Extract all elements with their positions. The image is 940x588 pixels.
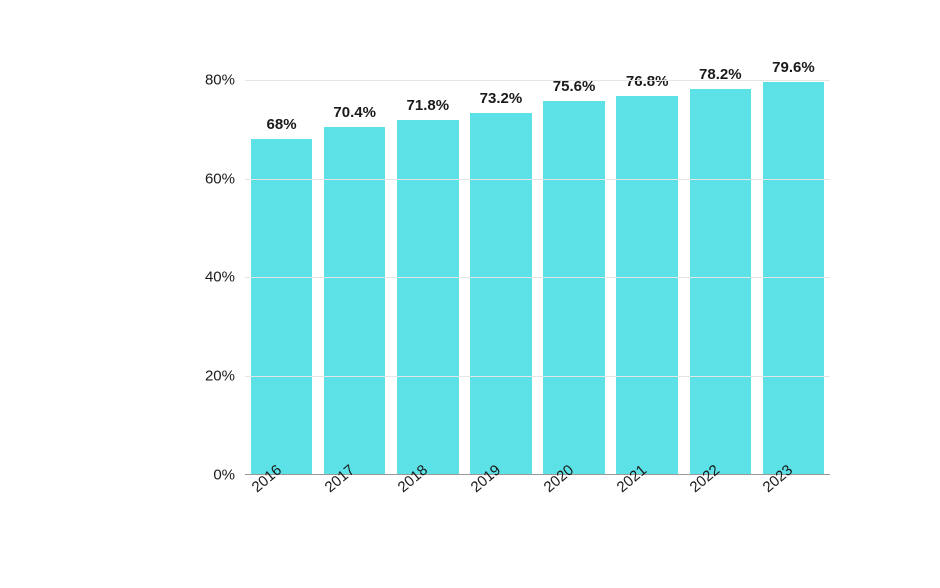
gridline xyxy=(245,179,830,180)
bar-value-label: 75.6% xyxy=(553,78,596,95)
gridline xyxy=(245,376,830,377)
y-tick-label: 60% xyxy=(185,170,235,187)
bars-container: 68%70.4%71.8%73.2%75.6%76.8%78.2%79.6% xyxy=(245,55,830,475)
bar-value-label: 71.8% xyxy=(407,97,450,114)
y-tick-label: 0% xyxy=(185,467,235,484)
bar: 75.6% xyxy=(543,101,604,475)
bar: 79.6% xyxy=(763,82,824,475)
bar-chart: 68%70.4%71.8%73.2%75.6%76.8%78.2%79.6% 0… xyxy=(180,55,830,515)
bar: 71.8% xyxy=(397,120,458,475)
bar-value-label: 68% xyxy=(267,116,297,133)
bar: 78.2% xyxy=(690,89,751,475)
bar: 68% xyxy=(251,139,312,475)
plot-area: 68%70.4%71.8%73.2%75.6%76.8%78.2%79.6% xyxy=(245,55,830,475)
bar: 73.2% xyxy=(470,113,531,475)
bar-value-label: 73.2% xyxy=(480,90,523,107)
gridline xyxy=(245,80,830,81)
y-tick-label: 20% xyxy=(185,368,235,385)
y-tick-label: 80% xyxy=(185,71,235,88)
y-tick-label: 40% xyxy=(185,269,235,286)
bar: 76.8% xyxy=(616,96,677,475)
bar-value-label: 76.8% xyxy=(626,73,669,90)
bar-value-label: 79.6% xyxy=(772,59,815,76)
bar-value-label: 70.4% xyxy=(333,104,376,121)
gridline xyxy=(245,277,830,278)
